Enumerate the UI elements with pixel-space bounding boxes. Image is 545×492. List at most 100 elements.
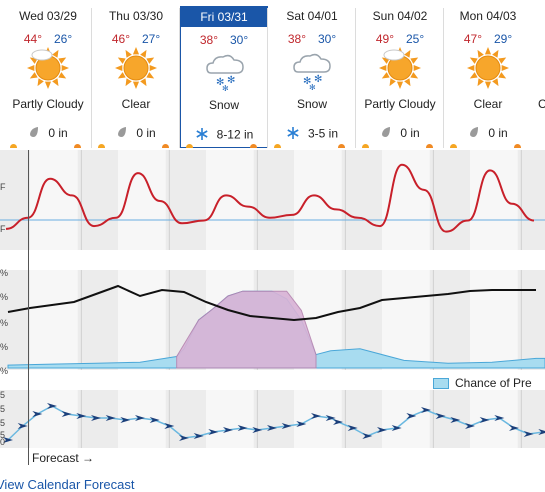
condition-label: Partly Cloudy — [12, 97, 84, 111]
night-band — [77, 390, 82, 448]
night-band — [521, 150, 545, 250]
wind-direction-arrow — [149, 417, 160, 423]
snowflake-icon — [195, 127, 209, 144]
low-temp: 27° — [142, 32, 161, 46]
condition-label: Clear — [473, 97, 503, 111]
daylight-tick — [74, 144, 81, 148]
svg-text:✻: ✻ — [303, 76, 311, 87]
daylight-tick — [250, 144, 257, 148]
svg-text:✻: ✻ — [314, 74, 322, 85]
night-band — [0, 270, 30, 370]
wind-direction-arrow — [61, 411, 72, 417]
day-temps: 38° 30° — [181, 33, 267, 47]
day-column[interactable]: Thu 03/30 46° 27° Clear 0 in — [92, 6, 180, 148]
high-temp: 47° — [463, 32, 482, 46]
precip-axis-label: % — [0, 292, 9, 302]
low-temp: 30° — [230, 33, 249, 47]
night-band — [341, 270, 346, 370]
wind-direction-arrow — [105, 415, 116, 421]
precip-axis-label: % — [0, 268, 9, 278]
rain-drop-icon — [116, 126, 128, 141]
wind-direction-arrow — [208, 429, 219, 435]
precip-axis-label: % — [0, 366, 9, 376]
night-band — [257, 390, 294, 448]
day-column[interactable]: Sun 04/02 49° 25° Partly Cloudy 0 in — [356, 6, 444, 148]
wind-direction-arrow — [296, 421, 307, 427]
precip-amount-value: 8-12 in — [216, 127, 254, 142]
day-name: Mon 04/03 — [459, 9, 517, 23]
precip-amount: 0 in — [92, 126, 180, 141]
precip-amount-value: 0 in — [488, 126, 508, 140]
wind-direction-arrow — [465, 423, 475, 429]
partly-cloudy-sun-icon — [378, 46, 422, 90]
daylight-tick — [274, 144, 281, 148]
wind-direction-arrow — [494, 415, 505, 421]
daylight-tick — [162, 144, 169, 148]
daylight-tick — [338, 144, 345, 148]
day-name: Sat 04/01 — [286, 9, 338, 23]
sun-icon — [466, 46, 510, 90]
wind-direction-arrow — [325, 415, 336, 421]
night-band — [165, 150, 170, 250]
high-temp: 46° — [111, 32, 130, 46]
night-band — [165, 390, 170, 448]
night-band — [429, 390, 434, 448]
precip-axis-label: % — [0, 342, 9, 352]
wind-direction-arrow — [311, 413, 321, 419]
precip-amount-value: 0 in — [48, 126, 68, 140]
night-band — [165, 270, 170, 370]
svg-text:✻: ✻ — [222, 84, 229, 91]
day-name: Sun 04/02 — [372, 9, 428, 23]
night-band — [77, 270, 82, 370]
day-temps: 38° 30° — [268, 32, 356, 46]
precip-amount-value: 3-5 in — [307, 126, 339, 141]
night-band — [253, 150, 258, 250]
low-temp: 26° — [54, 32, 73, 46]
wind-direction-arrow — [377, 427, 387, 433]
night-band — [81, 150, 118, 250]
night-band — [169, 390, 206, 448]
high-temp: 44° — [23, 32, 42, 46]
wind-axis-label: 5 — [0, 390, 6, 400]
wind-direction-arrow — [391, 425, 402, 431]
night-band — [253, 390, 258, 448]
wind-direction-arrow — [538, 429, 545, 435]
daylight-tick — [450, 144, 457, 148]
day-column[interactable]: Wed 03/29 44° 26° Partly Cloudy 0 in — [4, 6, 92, 148]
night-band — [341, 390, 346, 448]
wind-direction-arrow — [237, 425, 248, 431]
precip-amount-value: 0 in — [136, 126, 156, 140]
day-separator — [179, 8, 180, 148]
forecast-marker: Forecast → — [32, 451, 95, 465]
day-column[interactable]: Fri 03/31 38° 30° ✻ ✻ ✻ Snow 8-12 in — [180, 6, 268, 148]
wind-direction-arrow — [509, 425, 519, 431]
daylight-tick — [186, 144, 193, 148]
night-band — [169, 150, 206, 250]
wind-direction-arrow — [281, 423, 292, 429]
night-band — [517, 270, 522, 370]
wind-direction-arrow — [267, 425, 277, 431]
condition-label: Snow — [208, 98, 240, 112]
precip-axis-label: % — [0, 318, 9, 328]
svg-text:✻: ✻ — [227, 75, 235, 86]
day-name: Thu 03/30 — [108, 9, 164, 23]
day-name: Wed 03/29 — [19, 9, 77, 23]
wind-direction-arrow — [421, 407, 431, 413]
wind-direction-arrow — [47, 403, 57, 409]
svg-text:✻: ✻ — [309, 83, 316, 90]
forecast-divider — [28, 150, 29, 465]
night-band — [81, 270, 118, 370]
night-band — [345, 150, 382, 250]
precip-legend: Chance of Pre — [433, 376, 532, 390]
next-day-condition-partial: C — [538, 97, 545, 111]
wind-direction-arrow — [406, 413, 417, 419]
day-column[interactable]: Sat 04/01 38° 30° ✻ ✻ ✻ Snow 3-5 in — [268, 6, 356, 148]
night-band — [433, 270, 470, 370]
svg-text:✻: ✻ — [216, 77, 224, 88]
day-column[interactable]: Mon 04/03 47° 29° Clear 0 in — [444, 6, 532, 148]
wind-direction-arrow — [164, 423, 175, 429]
wind-direction-arrow — [435, 413, 446, 419]
precip-amount-value: 0 in — [400, 126, 420, 140]
day-temps: 46° 27° — [92, 32, 180, 46]
wind-axis-label: 5 — [0, 418, 6, 428]
